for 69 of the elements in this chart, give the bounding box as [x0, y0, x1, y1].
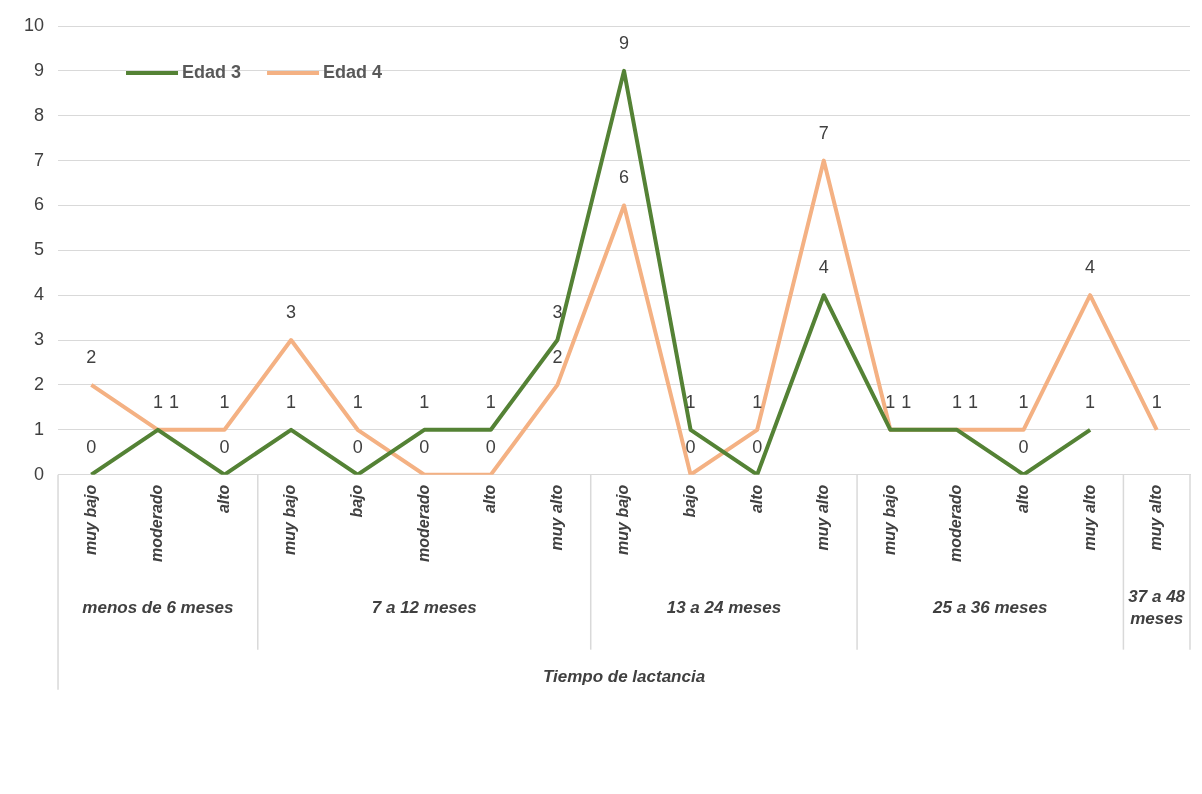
- data-label: 0: [86, 436, 97, 457]
- data-label: 1: [219, 391, 230, 412]
- legend-label: Edad 4: [323, 61, 383, 82]
- y-tick-label: 3: [34, 329, 45, 350]
- x-tick-label: muy alto: [814, 484, 832, 551]
- x-tick-label: muy bajo: [81, 484, 99, 555]
- data-label: 6: [619, 167, 630, 188]
- data-label: 1: [901, 391, 912, 412]
- data-label: 2: [86, 346, 97, 367]
- data-label: 3: [552, 302, 563, 323]
- data-label: 3: [286, 302, 297, 323]
- data-label: 9: [619, 32, 630, 53]
- data-label: 1: [967, 391, 978, 412]
- x-tick-label: muy bajo: [614, 484, 632, 555]
- text: Tiempo de lactancia: [542, 667, 706, 687]
- x-tick-label: bajo: [348, 484, 366, 518]
- x-tick-label: muy alto: [547, 484, 565, 551]
- data-label: 1: [1085, 391, 1096, 412]
- data-label: 1: [1151, 391, 1162, 412]
- x-tick-label: muy bajo: [281, 484, 299, 555]
- data-label: 1: [1018, 391, 1029, 412]
- x-tick-label: moderado: [148, 484, 166, 562]
- x-tick-label: muy alto: [1080, 484, 1098, 551]
- data-label: 1: [419, 391, 430, 412]
- data-label: 1: [685, 391, 696, 412]
- data-label: 1: [286, 391, 297, 412]
- y-tick-label: 5: [34, 239, 45, 260]
- data-label: 1: [168, 391, 179, 412]
- x-tick-label: alto: [1013, 484, 1031, 514]
- text: 7 a 12 meses: [371, 598, 477, 618]
- x-tick-label: alto: [747, 484, 765, 514]
- y-tick-label: 8: [34, 104, 45, 125]
- data-label: 0: [219, 436, 230, 457]
- data-label: 1: [951, 391, 962, 412]
- text: menos de 6 meses: [82, 598, 234, 618]
- y-tick-label: 10: [23, 14, 45, 35]
- data-label: 7: [818, 122, 829, 143]
- x-tick-label: moderado: [414, 484, 432, 562]
- data-label: 1: [352, 391, 363, 412]
- x-tick-label: moderado: [947, 484, 965, 562]
- y-tick-label: 9: [34, 59, 45, 80]
- data-label: 0: [752, 436, 763, 457]
- data-label: 4: [818, 257, 829, 278]
- data-label: 2: [552, 346, 563, 367]
- y-tick-label: 0: [34, 463, 45, 484]
- data-label: 0: [685, 436, 696, 457]
- text: 13 a 24 meses: [666, 598, 782, 618]
- x-tick-label: muy bajo: [880, 484, 898, 555]
- x-tick-label: bajo: [681, 484, 698, 518]
- x-tick-label: muy alto: [1147, 484, 1165, 551]
- data-label: 1: [885, 391, 896, 412]
- y-tick-label: 1: [34, 418, 45, 439]
- y-tick-label: 7: [34, 149, 45, 170]
- text: 25 a 36 meses: [932, 598, 1048, 618]
- data-label: 0: [1018, 436, 1029, 457]
- data-label: 1: [152, 391, 163, 412]
- y-tick-label: 2: [34, 373, 45, 394]
- y-tick-label: 6: [34, 194, 45, 215]
- data-label: 0: [419, 436, 430, 457]
- x-tick-label: alto: [214, 484, 232, 514]
- data-label: 1: [485, 391, 496, 412]
- x-tick-label: alto: [481, 484, 499, 514]
- text: 37 a 48 meses: [1128, 587, 1186, 629]
- data-label: 0: [485, 436, 496, 457]
- legend-label: Edad 3: [182, 61, 242, 82]
- data-label: 0: [352, 436, 363, 457]
- data-label: 1: [752, 391, 763, 412]
- y-tick-label: 4: [34, 284, 45, 305]
- data-label: 4: [1085, 257, 1096, 278]
